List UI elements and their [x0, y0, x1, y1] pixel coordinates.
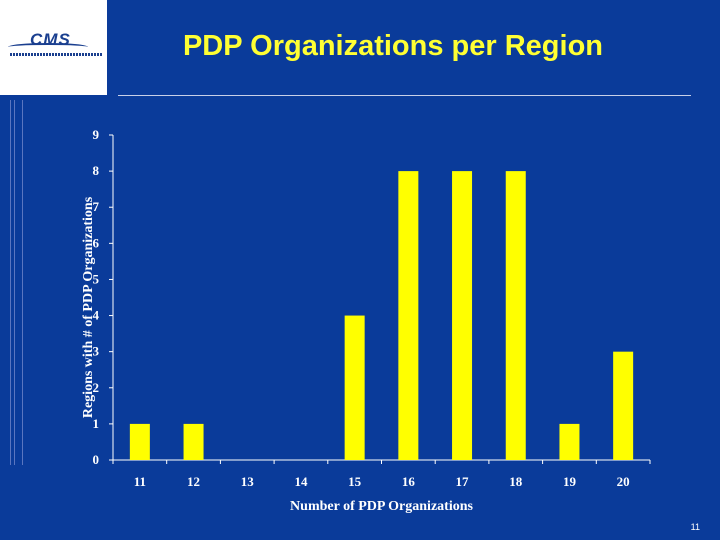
y-tick-label: 8: [93, 163, 100, 178]
x-tick-label: 16: [402, 474, 416, 489]
cms-logo: CMS: [0, 0, 107, 95]
x-tick-label: 14: [294, 474, 308, 489]
bar: [129, 423, 150, 460]
y-tick-label: 7: [93, 199, 100, 214]
y-tick-label: 4: [93, 308, 100, 323]
logo-tagline: [10, 53, 102, 56]
bar: [344, 315, 365, 460]
y-axis: 0 1 2 3 4 5 6 7 8 9: [93, 127, 114, 467]
y-tick-label: 1: [93, 416, 100, 431]
x-tick-label: 17: [456, 474, 470, 489]
side-decoration: [8, 100, 28, 465]
logo-swoosh: [8, 43, 88, 51]
bars: [129, 171, 634, 460]
title-divider: [118, 95, 691, 96]
y-tick-label: 0: [93, 452, 100, 467]
bar: [452, 171, 473, 460]
x-tick-label: 18: [509, 474, 523, 489]
slide-title: PDP Organizations per Region: [182, 30, 604, 62]
x-tick-label: 12: [187, 474, 200, 489]
x-tick-label: 20: [617, 474, 630, 489]
x-tick-label: 11: [134, 474, 146, 489]
y-axis-title: Regions with # of PDP Organizations: [81, 196, 96, 418]
x-tick-label: 15: [348, 474, 362, 489]
y-tick-label: 2: [93, 380, 100, 395]
bar: [613, 351, 634, 460]
bar: [183, 423, 204, 460]
y-tick-label: 9: [93, 127, 100, 142]
x-axis: 11 12 13 14 15 16 17 18 19 20: [112, 459, 651, 489]
y-tick-label: 5: [93, 271, 100, 286]
x-axis-title: Number of PDP Organizations: [290, 499, 473, 514]
bar: [505, 171, 526, 460]
bar: [398, 171, 419, 460]
bar: [559, 423, 580, 460]
x-tick-label: 19: [563, 474, 577, 489]
y-tick-label: 6: [93, 235, 100, 250]
y-tick-label: 3: [93, 344, 100, 359]
x-tick-label: 13: [241, 474, 255, 489]
logo-text: CMS: [30, 30, 71, 49]
page-number: 11: [690, 522, 700, 532]
